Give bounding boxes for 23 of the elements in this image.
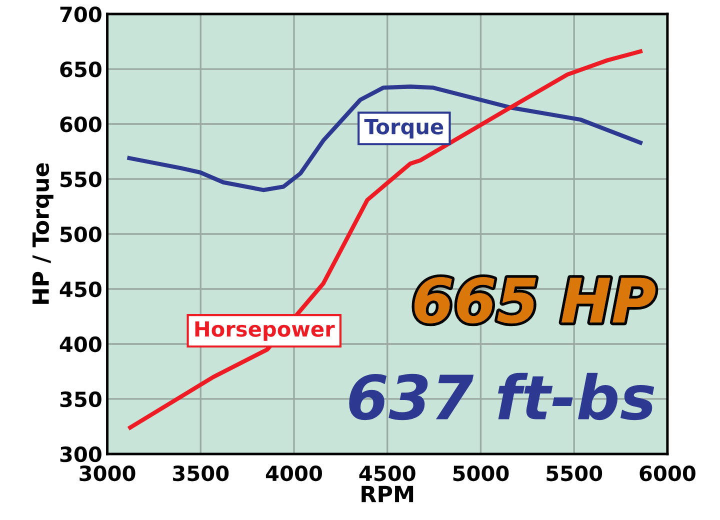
y-axis-title: HP / Torque xyxy=(32,163,54,304)
x-axis-title: RPM xyxy=(362,486,414,502)
series-label: Torque xyxy=(364,118,444,138)
x-tick-label: 4000 xyxy=(266,465,322,482)
x-tick-label: 4500 xyxy=(359,465,416,482)
y-tick-label: 700 xyxy=(60,6,102,22)
y-tick-label: 450 xyxy=(60,281,102,298)
y-tick-label: 600 xyxy=(60,116,102,132)
annotation: 665 HP xyxy=(414,277,656,324)
y-tick-label: 550 xyxy=(60,171,102,188)
y-tick-label: 350 xyxy=(60,391,102,408)
x-tick-label: 6000 xyxy=(640,465,696,482)
y-tick-label: 500 xyxy=(60,226,102,242)
x-tick-label: 3500 xyxy=(173,465,229,482)
y-tick-label: 400 xyxy=(60,336,102,352)
y-tick-label: 650 xyxy=(60,61,102,78)
annotation: 637 ft-bs xyxy=(349,372,654,420)
x-tick-label: 5500 xyxy=(546,465,602,482)
x-tick-label: 3000 xyxy=(80,465,136,482)
series-label: Horsepower xyxy=(195,321,335,341)
x-tick-label: 5000 xyxy=(453,465,509,482)
y-tick-label: 300 xyxy=(60,446,102,462)
line-series xyxy=(127,84,642,192)
